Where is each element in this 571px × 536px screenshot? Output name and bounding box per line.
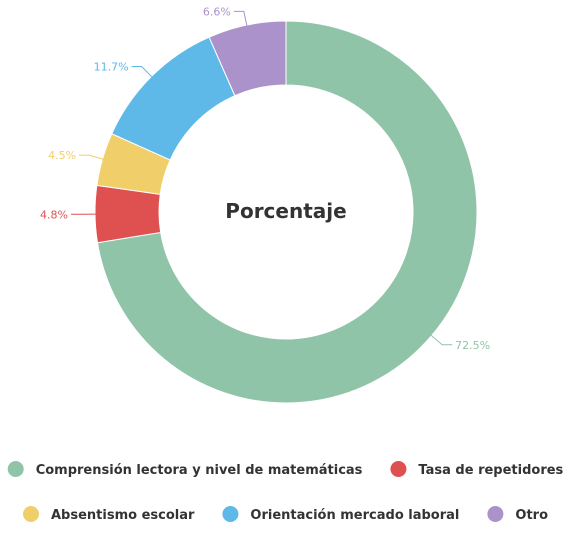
legend-item-comprension-lectora-y-nivel-de-matematicas[interactable]: Comprensión lectora y nivel de matemátic… bbox=[8, 461, 363, 478]
leader-line-absentismo-escolar bbox=[79, 155, 104, 159]
legend-label-comprension-lectora-y-nivel-de-matematicas: Comprensión lectora y nivel de matemátic… bbox=[36, 463, 363, 478]
legend-marker-comprension-lectora-y-nivel-de-matematicas bbox=[8, 461, 24, 477]
legend-item-orientacion-mercado-laboral[interactable]: Orientación mercado laboral bbox=[222, 506, 459, 523]
data-label-comprension-lectora-y-nivel-de-matematicas: 72.5% bbox=[455, 339, 490, 352]
legend-marker-orientacion-mercado-laboral bbox=[222, 506, 238, 522]
leader-line-otro bbox=[234, 11, 247, 27]
legend-label-otro: Otro bbox=[515, 508, 548, 523]
legend-marker-otro bbox=[487, 506, 503, 522]
legend-marker-tasa-de-repetidores bbox=[390, 461, 406, 477]
legend-label-tasa-de-repetidores: Tasa de repetidores bbox=[418, 463, 563, 478]
legend: Comprensión lectora y nivel de matemátic… bbox=[8, 461, 564, 523]
data-label-tasa-de-repetidores: 4.8% bbox=[40, 208, 68, 221]
chart-title: Porcentaje bbox=[225, 199, 346, 223]
data-label-otro: 6.6% bbox=[203, 5, 231, 18]
legend-label-absentismo-escolar: Absentismo escolar bbox=[51, 508, 195, 523]
data-label-orientacion-mercado-laboral: 11.7% bbox=[94, 60, 129, 73]
legend-label-orientacion-mercado-laboral: Orientación mercado laboral bbox=[250, 508, 459, 523]
leader-line-orientacion-mercado-laboral bbox=[132, 66, 153, 77]
slice-orientacion-mercado-laboral[interactable] bbox=[112, 37, 235, 160]
legend-item-tasa-de-repetidores[interactable]: Tasa de repetidores bbox=[390, 461, 563, 478]
slice-tasa-de-repetidores[interactable] bbox=[95, 185, 161, 242]
legend-item-otro[interactable]: Otro bbox=[487, 506, 548, 523]
legend-marker-absentismo-escolar bbox=[23, 506, 39, 522]
data-label-absentismo-escolar: 4.5% bbox=[48, 149, 76, 162]
legend-item-absentismo-escolar[interactable]: Absentismo escolar bbox=[23, 506, 195, 523]
leader-line-comprension-lectora-y-nivel-de-matematicas bbox=[430, 334, 452, 344]
